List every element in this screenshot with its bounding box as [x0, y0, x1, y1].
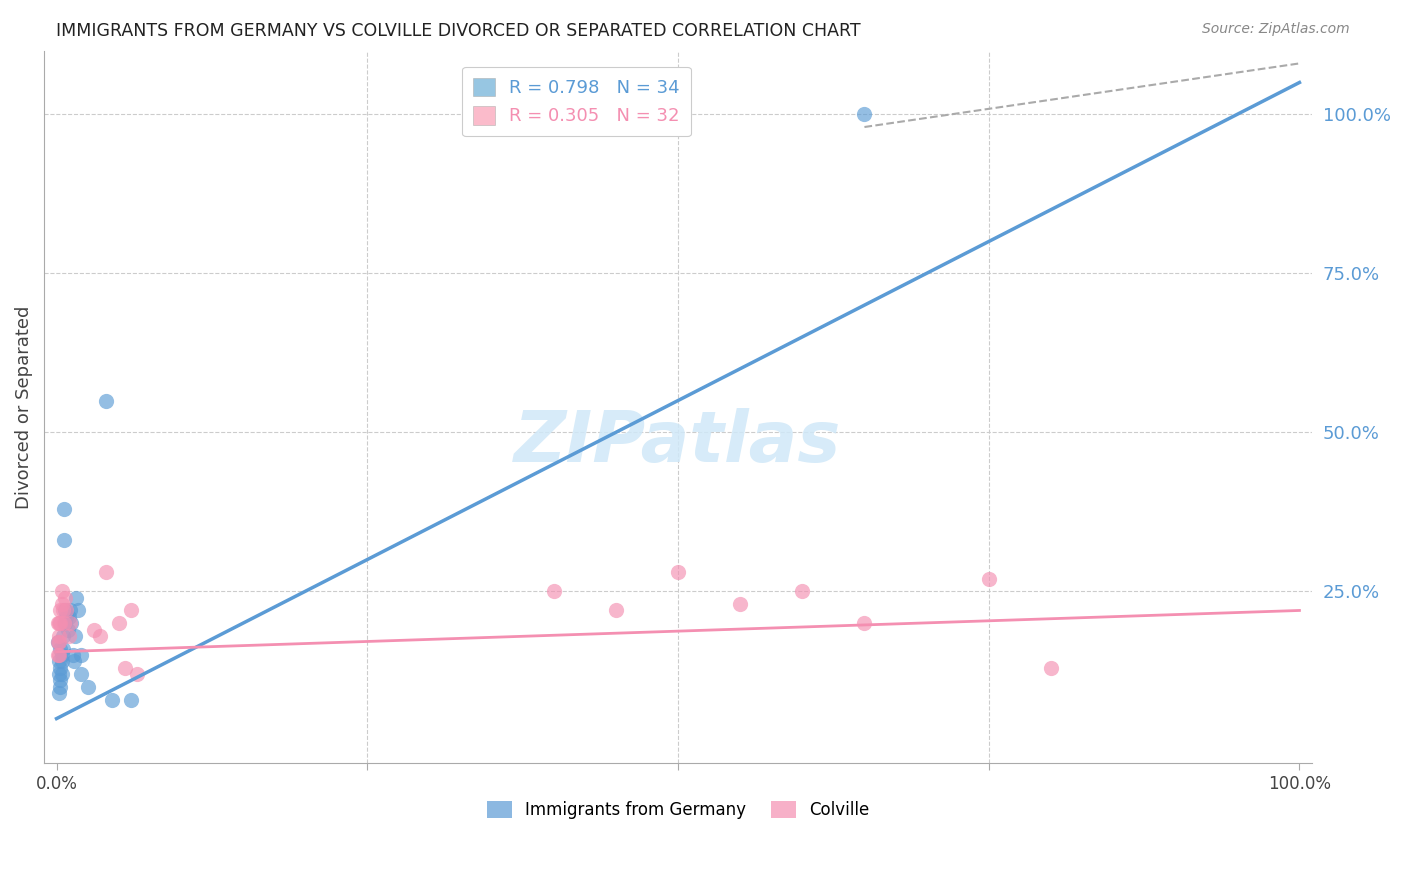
Point — [1039, 661, 1062, 675]
Point — [46, 616, 69, 631]
Point — [76, 680, 98, 694]
Point — [792, 584, 814, 599]
Point — [46, 648, 69, 662]
Point — [46, 635, 69, 649]
Point — [53, 533, 76, 548]
Point — [65, 591, 87, 605]
Point — [58, 629, 80, 643]
Point — [120, 692, 142, 706]
Text: IMMIGRANTS FROM GERMANY VS COLVILLE DIVORCED OR SEPARATED CORRELATION CHART: IMMIGRANTS FROM GERMANY VS COLVILLE DIVO… — [56, 22, 860, 40]
Point — [53, 616, 76, 631]
Point — [49, 680, 72, 694]
Point — [977, 572, 1000, 586]
Point — [49, 661, 72, 675]
Point — [48, 667, 70, 681]
Point — [853, 107, 876, 121]
Point — [62, 648, 84, 662]
Point — [127, 667, 149, 681]
Point — [51, 648, 73, 662]
Text: ZIPatlas: ZIPatlas — [515, 408, 842, 477]
Point — [55, 610, 77, 624]
Point — [52, 629, 75, 643]
Point — [543, 584, 565, 599]
Y-axis label: Divorced or Separated: Divorced or Separated — [15, 305, 32, 508]
Point — [96, 393, 118, 408]
Point — [853, 616, 876, 631]
Point — [48, 629, 70, 643]
Point — [59, 603, 82, 617]
Point — [605, 603, 627, 617]
Legend: Immigrants from Germany, Colville: Immigrants from Germany, Colville — [479, 795, 876, 826]
Point — [60, 616, 83, 631]
Point — [53, 591, 76, 605]
Text: Source: ZipAtlas.com: Source: ZipAtlas.com — [1202, 22, 1350, 37]
Point — [55, 603, 77, 617]
Point — [101, 692, 124, 706]
Point — [120, 603, 142, 617]
Point — [49, 616, 72, 631]
Point — [53, 603, 76, 617]
Point — [51, 597, 73, 611]
Point — [46, 635, 69, 649]
Point — [666, 566, 689, 580]
Point — [89, 629, 111, 643]
Point — [63, 654, 86, 668]
Point — [63, 629, 86, 643]
Point — [96, 566, 118, 580]
Point — [70, 667, 93, 681]
Point — [114, 661, 136, 675]
Point — [52, 641, 75, 656]
Point — [52, 603, 75, 617]
Point — [66, 603, 89, 617]
Point — [56, 623, 79, 637]
Point — [107, 616, 129, 631]
Point — [49, 673, 72, 688]
Point — [53, 616, 76, 631]
Point — [48, 616, 70, 631]
Point — [59, 616, 82, 631]
Point — [83, 623, 105, 637]
Point — [58, 610, 80, 624]
Point — [49, 641, 72, 656]
Point — [728, 597, 751, 611]
Point — [53, 501, 76, 516]
Point — [51, 654, 73, 668]
Point — [51, 667, 73, 681]
Point — [48, 648, 70, 662]
Point — [48, 686, 70, 700]
Point — [48, 654, 70, 668]
Point — [49, 603, 72, 617]
Point — [48, 635, 70, 649]
Point — [70, 648, 93, 662]
Point — [51, 584, 73, 599]
